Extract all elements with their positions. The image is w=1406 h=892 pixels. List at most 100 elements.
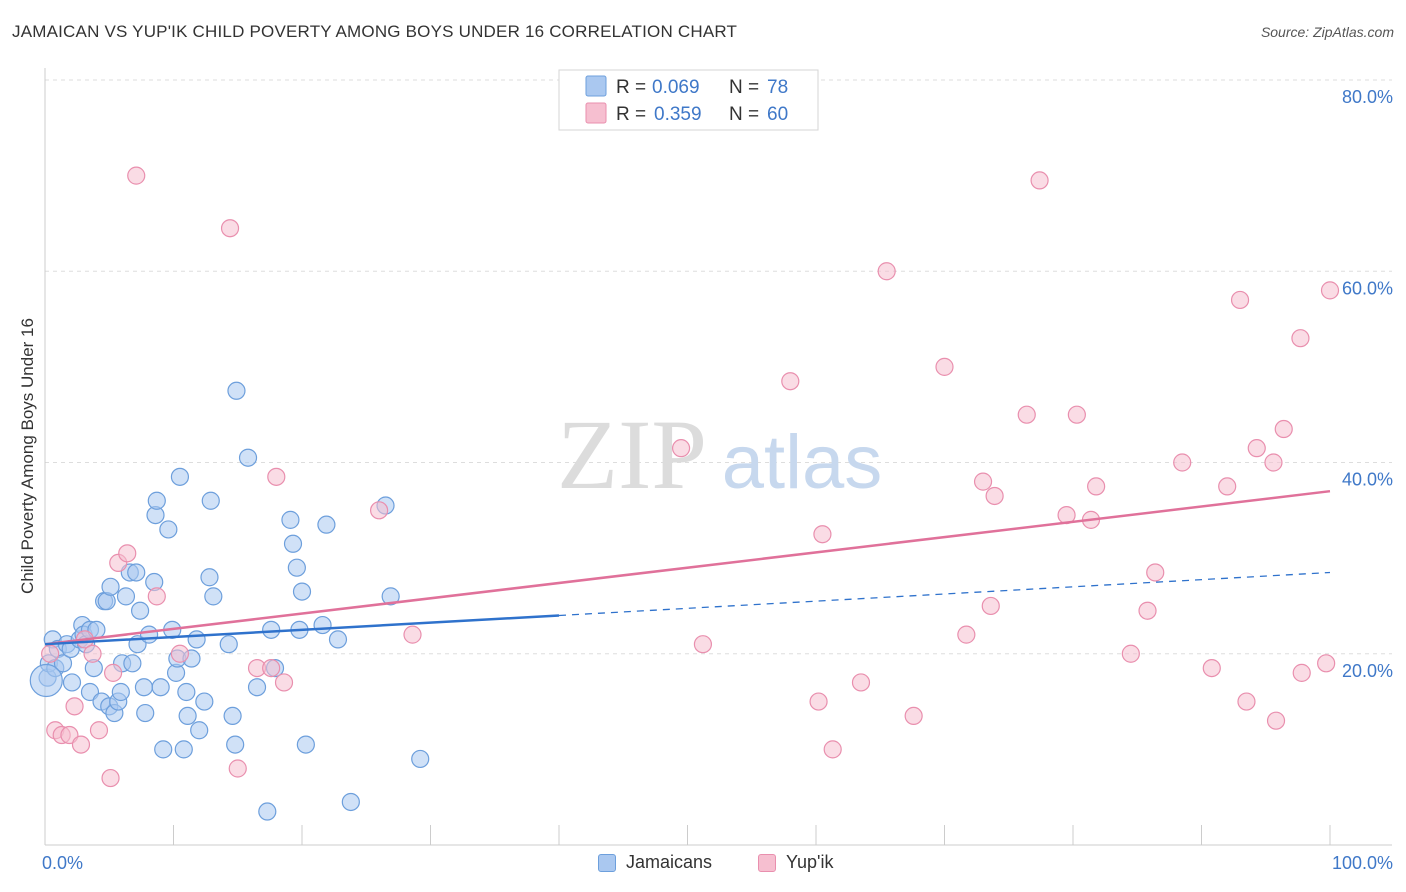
jamaicans-point: [53, 654, 73, 673]
legend-swatch-bottom-jamaicans: [598, 853, 616, 872]
legend-r-value-1: 0.069: [652, 77, 700, 98]
yupik-point: [1317, 654, 1336, 673]
legend-item-yupik[interactable]: Yup'ik: [758, 852, 833, 873]
source-label: Source: ZipAtlas.com: [1260, 24, 1394, 40]
yupik-point: [671, 439, 691, 458]
jamaicans-point: [287, 558, 306, 577]
jamaicans-trend-line: [44, 614, 560, 646]
jamaicans-point: [178, 706, 197, 726]
zipatlas-watermark: ZIP atlas: [557, 399, 882, 510]
jamaicans-point: [136, 703, 155, 723]
series-legend: Jamaicans Yup'ik: [0, 852, 1406, 876]
jamaicans-point: [111, 682, 130, 702]
y-tick-label: 60.0%: [1342, 278, 1393, 298]
jamaicans-point: [195, 692, 214, 711]
jamaicans-point: [187, 630, 206, 649]
jamaicans-point: [281, 510, 300, 529]
yupik-point: [935, 357, 954, 376]
legend-swatch-jamaicans: [585, 75, 607, 97]
jamaicans-point: [296, 735, 315, 754]
jamaicans-point: [200, 568, 219, 587]
yupik-point: [1121, 644, 1140, 663]
jamaicans-point: [219, 635, 238, 654]
yupik-point: [1291, 329, 1310, 348]
yupik-point: [41, 644, 60, 663]
yupik-point: [118, 544, 137, 563]
legend-r-label-1: R =: [616, 77, 646, 98]
legend-label-jamaicans: Jamaicans: [626, 852, 713, 872]
jamaicans-point: [123, 654, 142, 673]
yupik-point: [973, 472, 993, 491]
yupik-point: [228, 759, 247, 778]
x-tick-labels: 0.0% 100.0%: [42, 853, 1393, 873]
yupik-point: [693, 635, 713, 654]
axes: [44, 68, 1392, 846]
jamaicans-point: [101, 577, 120, 596]
jamaicans-point: [381, 587, 400, 606]
y-tick-label: 40.0%: [1342, 470, 1393, 490]
yupik-point: [1247, 439, 1266, 458]
jamaicans-point: [170, 467, 190, 486]
yupik-point: [1146, 563, 1165, 582]
legend-n-label-1: N =: [729, 77, 759, 98]
legend-r-label-2: R =: [616, 104, 646, 125]
jamaicans-point: [147, 491, 166, 510]
yupik-point: [267, 467, 286, 486]
yupik-point: [403, 625, 422, 644]
yupik-point: [1274, 419, 1293, 439]
y-axis-label: Child Poverty Among Boys Under 16: [18, 318, 37, 594]
y-tick-labels: 20.0% 40.0% 60.0% 80.0%: [1342, 87, 1393, 681]
jamaicans-point: [139, 625, 159, 644]
yupik-point: [1067, 405, 1086, 424]
jamaicans-point: [223, 706, 242, 726]
yupik-point: [89, 721, 109, 740]
yupik-point: [65, 697, 84, 716]
legend-n-label-2: N =: [729, 104, 759, 125]
jamaicans-point: [341, 792, 360, 812]
legend-swatch-yupik: [585, 102, 607, 124]
trend-lines: [44, 489, 1331, 646]
jamaicans-point: [62, 673, 82, 692]
jamaicans-point: [247, 678, 267, 697]
jamaicans-point: [201, 491, 220, 510]
yupik-point: [1264, 453, 1283, 472]
series-yupik-points: [41, 166, 1340, 788]
yupik-point: [981, 596, 1000, 616]
yupik-point: [877, 262, 896, 281]
jamaicans-point: [292, 582, 312, 601]
yupik-point: [1202, 658, 1221, 678]
yupik-point: [262, 658, 281, 678]
grid-lines: [45, 79, 1392, 655]
watermark-atlas: atlas: [722, 420, 883, 505]
yupik-point: [71, 735, 91, 754]
yupik-point: [823, 740, 842, 759]
legend-r-value-2: 0.359: [654, 104, 702, 125]
yupik-point: [370, 501, 389, 520]
yupik-point: [985, 486, 1004, 506]
correlation-legend: R = 0.069 N = 78 R = 0.359 N = 60: [558, 69, 819, 131]
legend-item-jamaicans[interactable]: Jamaicans: [598, 852, 712, 873]
jamaicans-point: [29, 663, 63, 698]
yupik-point: [170, 644, 190, 663]
jamaicans-point: [151, 678, 170, 697]
jamaicans-point: [177, 682, 196, 702]
yupik-point: [127, 166, 146, 185]
jamaicans-point: [127, 563, 146, 582]
jamaicans-point: [262, 620, 281, 639]
legend-swatch-bottom-yupik: [758, 853, 776, 872]
yupik-point: [1087, 477, 1106, 496]
legend-n-value-2: 60: [767, 104, 788, 125]
yupik-point: [83, 644, 102, 663]
yupik-point: [813, 525, 832, 544]
jamaicans-point: [116, 587, 136, 606]
yupik-point: [1237, 692, 1256, 711]
yupik-point: [1292, 663, 1311, 682]
legend-label-yupik: Yup'ik: [786, 852, 834, 872]
jamaicans-point: [159, 520, 178, 539]
yupik-point: [1218, 477, 1237, 496]
series-jamaicans-points: [29, 381, 430, 821]
jamaicans-point: [227, 381, 246, 400]
jamaicans-point: [174, 740, 193, 759]
yupik-point: [809, 692, 828, 711]
